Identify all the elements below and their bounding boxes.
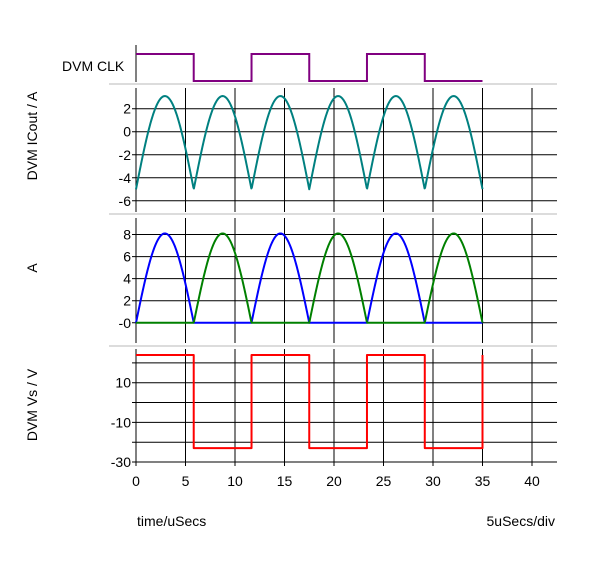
x-tick-label: 35 bbox=[475, 473, 491, 489]
a-panel-ylabel: A bbox=[24, 263, 40, 273]
a-tick-label: 8 bbox=[123, 227, 131, 243]
x-tick-label: 25 bbox=[376, 473, 392, 489]
a-series-0-line bbox=[135, 232, 484, 324]
a-tick-label: -0 bbox=[119, 315, 132, 331]
x-tick-label: 40 bbox=[524, 473, 540, 489]
traces bbox=[135, 53, 484, 450]
vs-series-0-line bbox=[136, 353, 484, 450]
icout-tick-label: 0 bbox=[123, 124, 131, 140]
icout-tick-label: -4 bbox=[119, 170, 132, 186]
x-axis-label: time/uSecs bbox=[137, 513, 206, 529]
a-tick-label: 2 bbox=[123, 293, 131, 309]
icout-tick-label: -6 bbox=[119, 193, 132, 209]
vs-tick-label: -10 bbox=[111, 414, 131, 430]
clk-trace-line bbox=[136, 53, 483, 82]
clk-panel-label: DVM CLK bbox=[62, 58, 125, 74]
x-tick-label: 0 bbox=[132, 473, 140, 489]
x-axis-scale-label: 5uSecs/div bbox=[487, 513, 555, 529]
a-tick-label: 4 bbox=[123, 271, 131, 287]
vs-tick-label: 10 bbox=[115, 375, 131, 391]
labels: DVM CLK DVM ICout / A A DVM Vs / V time/… bbox=[24, 58, 555, 529]
x-tick-label: 15 bbox=[277, 473, 293, 489]
icout-series-0-line bbox=[135, 95, 484, 191]
icout-tick-label: -2 bbox=[119, 147, 132, 163]
vs-tick-label: -30 bbox=[111, 454, 131, 470]
gridlines bbox=[132, 45, 557, 466]
vs-panel-ylabel: DVM Vs / V bbox=[24, 368, 40, 441]
icout-tick-label: 2 bbox=[123, 101, 131, 117]
x-tick-label: 5 bbox=[182, 473, 190, 489]
a-tick-label: 6 bbox=[123, 249, 131, 265]
chart-frame bbox=[109, 83, 557, 347]
icout-panel-ylabel: DVM ICout / A bbox=[24, 91, 40, 180]
x-tick-label: 30 bbox=[425, 473, 441, 489]
x-tick-label: 20 bbox=[326, 473, 342, 489]
x-tick-label: 10 bbox=[227, 473, 243, 489]
a-series-1-line bbox=[135, 232, 484, 324]
